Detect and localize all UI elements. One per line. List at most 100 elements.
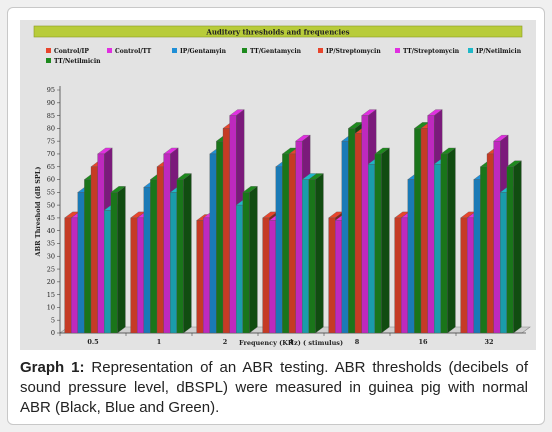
bar-front (302, 179, 309, 334)
bar-front (269, 220, 276, 334)
y-tick-label: 85 (47, 112, 55, 120)
bar (242, 186, 258, 334)
bar-front (434, 164, 441, 334)
y-tick-label: 15 (47, 291, 55, 299)
bar-side (447, 147, 456, 334)
bar-front (90, 166, 98, 334)
bar (110, 186, 126, 334)
y-tick-label: 45 (47, 214, 55, 222)
bar-front (209, 153, 217, 334)
abr-bar-chart: Auditory thresholds and frequencies Contr… (33, 25, 531, 347)
bar-front (203, 217, 210, 334)
bar-front (368, 164, 375, 334)
figure-frame: Auditory thresholds and frequencies Contr… (7, 7, 545, 425)
bar-side (117, 186, 126, 334)
x-axis-label: Frequency (KHz) ( stimulus) (239, 339, 343, 347)
bar-front (473, 179, 481, 334)
y-tick-label: 25 (47, 265, 55, 273)
legend-swatch (46, 48, 51, 53)
bar (308, 173, 324, 334)
bar-front (467, 217, 474, 334)
bar-front (222, 128, 230, 334)
y-tick-label: 60 (47, 176, 55, 184)
bar-front (156, 166, 164, 334)
x-tick-label: 32 (484, 338, 493, 346)
chart-title: Auditory thresholds and frequencies (205, 28, 349, 37)
caption-label: Graph 1: (20, 359, 85, 376)
bar-front (229, 115, 237, 334)
legend-swatch (46, 58, 51, 63)
legend-entry: TT/Gentamycin (250, 48, 302, 55)
y-tick-label: 55 (47, 189, 55, 197)
y-tick-label: 20 (47, 278, 55, 286)
bar-front (295, 141, 303, 334)
bar-front (84, 179, 92, 334)
bar-front (236, 204, 243, 334)
y-tick-label: 5 (51, 316, 55, 324)
bar-front (216, 141, 224, 334)
bar-front (414, 128, 422, 334)
bar-front (354, 133, 362, 334)
y-tick-label: 30 (47, 252, 55, 260)
chart-area: Auditory thresholds and frequencies Contr… (20, 20, 536, 350)
x-tick-label: 16 (418, 338, 428, 346)
legend-entry: Control/IP (54, 48, 89, 55)
y-tick-label: 35 (47, 240, 55, 248)
bar-front (506, 166, 514, 334)
legend-swatch (468, 48, 473, 53)
bar-side (315, 173, 324, 334)
y-tick-label: 70 (47, 150, 55, 158)
legend-swatch (318, 48, 323, 53)
y-axis-label: ABR Threshold (dB SPL) (34, 167, 42, 258)
legend-entry: TT/Netilmicin (54, 58, 101, 65)
bar-front (493, 141, 501, 334)
bar-front (163, 153, 171, 334)
bar-side (513, 160, 522, 334)
legend-entry: IP/Streptomycin (326, 48, 381, 55)
bar-side (249, 186, 258, 334)
bar-front (348, 128, 356, 334)
bar-front (262, 217, 270, 334)
y-tick-label: 75 (47, 137, 55, 145)
bar-front (394, 217, 402, 334)
bar-front (460, 217, 468, 334)
bar-front (176, 179, 184, 334)
bar (506, 160, 522, 334)
bar-front (308, 179, 316, 334)
bar-front (104, 210, 111, 334)
x-tick-label: 0.5 (87, 338, 99, 346)
legend-swatch (242, 48, 247, 53)
y-tick-label: 65 (47, 163, 55, 171)
bar-front (440, 153, 448, 334)
bar-front (143, 187, 151, 334)
bar-front (130, 217, 138, 334)
bar-front (150, 179, 158, 334)
bar (440, 147, 456, 334)
bar-front (97, 153, 105, 334)
bar-front (64, 217, 72, 334)
bar-side (183, 173, 192, 334)
y-tick-label: 90 (47, 99, 55, 107)
y-tick-label: 95 (47, 86, 55, 94)
bar-front (341, 141, 349, 334)
bar-front (110, 192, 118, 334)
bar-front (196, 220, 204, 334)
bar-front (275, 166, 283, 334)
x-tick-label: 1 (157, 338, 162, 346)
bar-front (361, 115, 369, 334)
bar-front (427, 115, 435, 334)
y-tick-label: 10 (47, 304, 55, 312)
bar-front (486, 153, 494, 334)
legend-entry: TT/Streptomycin (403, 48, 460, 55)
legend-entry: IP/Gentamyin (180, 48, 227, 55)
bar-front (170, 192, 177, 334)
x-tick-label: 2 (223, 338, 228, 346)
x-tick-label: 4 (289, 338, 294, 346)
bar (374, 147, 390, 334)
bar-front (288, 153, 296, 334)
y-tick-label: 0 (51, 329, 55, 337)
bar-front (71, 217, 78, 334)
bar-front (374, 153, 382, 334)
bar-front (335, 220, 342, 334)
figure-caption: Graph 1: Representation of an ABR testin… (20, 358, 528, 418)
